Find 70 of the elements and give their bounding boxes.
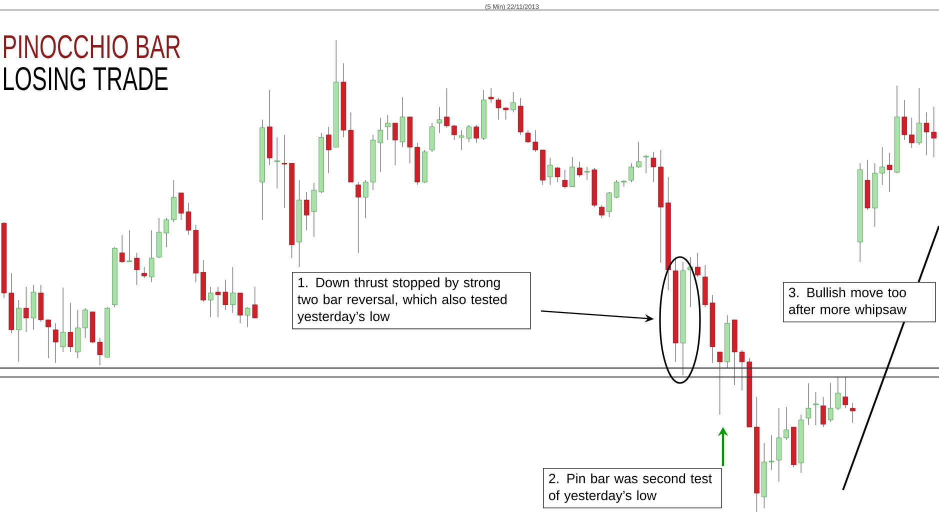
candlestick	[60, 287, 66, 352]
candlestick	[164, 218, 169, 248]
candlestick	[496, 98, 502, 120]
candlestick	[599, 204, 604, 218]
candlestick	[880, 146, 885, 186]
candlestick	[584, 166, 590, 180]
annotation: 2. Pin bar was second test of yesterday’s low	[548, 473, 712, 503]
candlestick	[902, 100, 908, 140]
candlestick	[53, 322, 58, 364]
candlestick	[474, 124, 479, 144]
candlestick	[636, 142, 642, 168]
candlestick	[385, 114, 390, 140]
candlestick	[326, 126, 332, 174]
candlestick	[311, 182, 317, 238]
candlestick	[68, 302, 74, 352]
candlestick	[392, 122, 398, 166]
candlestick	[244, 306, 250, 328]
candlestick	[148, 230, 154, 282]
chart-title: PINOCCHIO BAR	[4, 35, 180, 58]
candlestick	[24, 286, 29, 332]
candlestick	[547, 158, 553, 186]
candlestick	[820, 396, 826, 428]
candlestick	[842, 376, 848, 408]
candlestick	[238, 292, 243, 324]
text: LOSING TRADE	[4, 67, 168, 90]
candlestick	[562, 169, 568, 189]
candlestick	[452, 124, 457, 140]
annotation: 3. Bullish move too after more whipsaw	[788, 287, 907, 317]
candlestick	[606, 192, 612, 218]
candlestick	[909, 118, 914, 148]
candlestick	[274, 136, 280, 189]
candlestick	[717, 352, 723, 416]
candlestick	[282, 134, 288, 208]
candlestick	[806, 382, 812, 426]
candlestick	[304, 192, 310, 231]
candlestick	[171, 180, 176, 222]
candlestick	[230, 266, 236, 314]
candlestick	[503, 108, 508, 120]
candlestick	[46, 320, 51, 358]
candlestick	[916, 88, 922, 146]
candlestick	[886, 152, 892, 192]
candlestick	[813, 392, 818, 426]
candlestick	[436, 106, 442, 134]
candlestick	[252, 286, 258, 318]
candlestick	[643, 154, 649, 174]
annotation: 1. Down thrust stopped by strong two bar reversal, which also tested yesterday’s low	[297, 277, 507, 324]
candlestick	[768, 434, 774, 470]
candlestick	[850, 402, 856, 424]
candlestick	[126, 230, 132, 262]
candlestick	[532, 130, 538, 152]
candlestick	[134, 252, 140, 286]
candlestick	[208, 286, 214, 318]
candlestick	[628, 162, 634, 182]
candlestick	[444, 88, 450, 128]
candlestick	[570, 156, 575, 188]
candlestick	[356, 182, 361, 254]
candlestick	[488, 88, 494, 104]
candlestick	[554, 166, 560, 182]
candlestick	[119, 234, 125, 264]
candlestick	[784, 406, 789, 440]
candlestick	[510, 92, 516, 113]
candlestick	[525, 130, 531, 144]
candlestick	[577, 161, 582, 178]
candlestick	[142, 266, 147, 278]
candlestick	[82, 308, 88, 338]
candlestick	[650, 152, 656, 182]
candlestick	[429, 122, 435, 152]
candlestick	[776, 408, 782, 482]
candlestick	[695, 252, 700, 278]
candlestick	[16, 300, 22, 362]
